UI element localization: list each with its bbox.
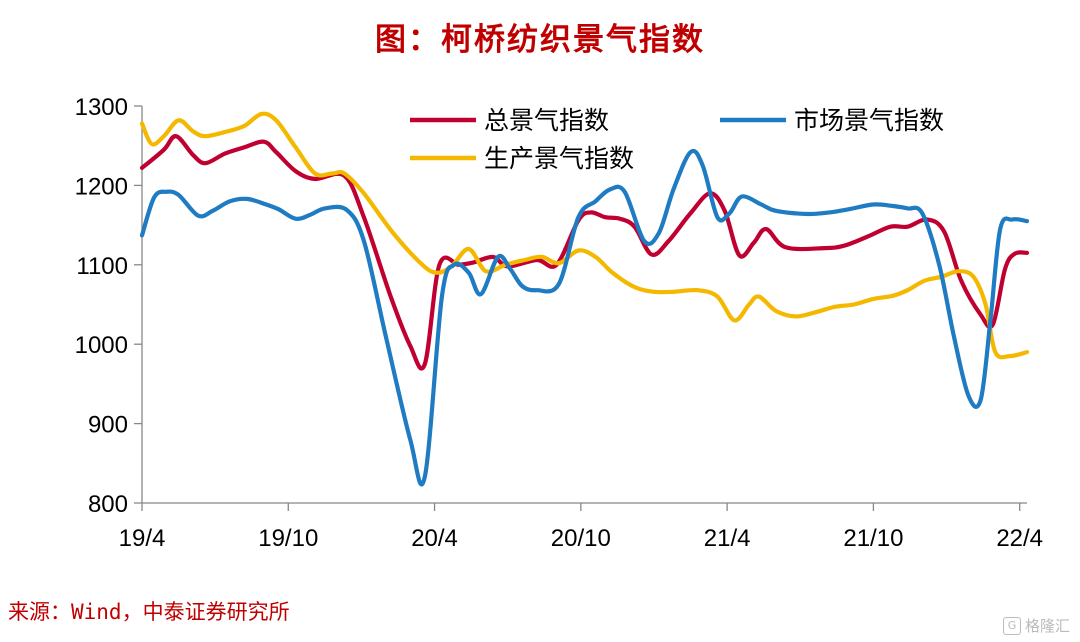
y-tick-label: 900 (88, 412, 128, 439)
x-tick-label: 19/4 (119, 525, 166, 552)
watermark: G 格隆汇 (1002, 615, 1070, 636)
x-tick-label: 20/4 (411, 525, 458, 552)
legend-label: 总景气指数 (484, 106, 609, 135)
legend-label: 生产景气指数 (484, 144, 634, 173)
series-line-0 (139, 134, 1030, 371)
x-tick-label: 21/4 (704, 525, 751, 552)
axes: 800 900 1000 1100 1200 1300 19/4 19/10 20/4 20/10… (75, 94, 1043, 552)
x-tick-label: 21/10 (843, 525, 903, 552)
y-tick-label: 1300 (75, 94, 128, 121)
x-tick-label: 19/10 (258, 525, 318, 552)
y-tick-label: 1200 (75, 173, 128, 200)
x-tick-label: 22/4 (996, 525, 1043, 552)
y-tick-label: 800 (88, 491, 128, 518)
series-line-1 (139, 148, 1030, 487)
chart-title: 图：柯桥纺织景气指数 (375, 22, 705, 58)
series-line-2 (139, 111, 1030, 360)
y-tick-label: 1000 (75, 332, 128, 359)
watermark-text: 格隆汇 (1024, 617, 1070, 635)
y-tick-label: 1100 (76, 253, 128, 280)
watermark-logo-icon: G (1002, 616, 1021, 635)
source-note: 来源：Wind，中泰证券研究所 (8, 600, 290, 624)
series-lines (139, 111, 1030, 487)
legend-label: 市场景气指数 (794, 106, 944, 135)
x-tick-label: 20/10 (551, 525, 611, 552)
